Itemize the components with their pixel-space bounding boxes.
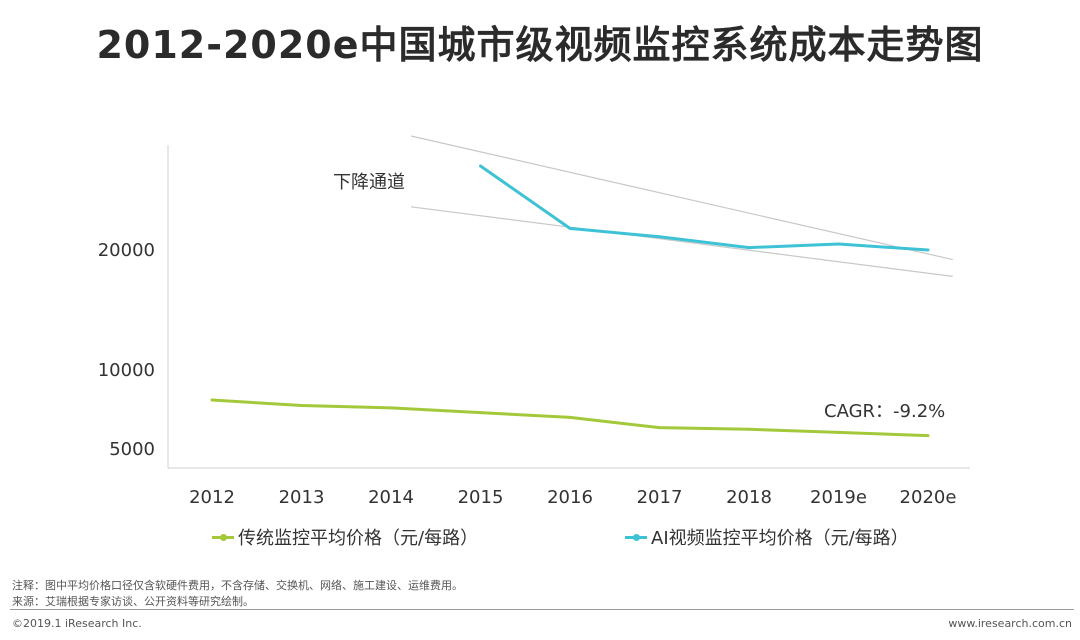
data-point-traditional [210, 398, 214, 402]
legend-marker-ai [625, 531, 647, 543]
series-line-ai [479, 164, 929, 252]
chart-axes [167, 145, 970, 469]
line-chart: 5000 10000 20000 2012 2013 2014 2015 2016 2017 20… [98, 135, 970, 508]
x-tick-label: 2018 [726, 487, 772, 508]
footer-website: www.iresearch.com.cn [948, 617, 1072, 630]
legend-label-traditional: 传统监控平均价格（元/每路） [238, 528, 479, 549]
x-tick-label: 2015 [458, 487, 504, 508]
data-point-traditional [479, 411, 482, 415]
data-point-ai [658, 235, 661, 239]
y-tick-label: 10000 [98, 360, 155, 381]
chart-labels: 5000 10000 20000 2012 2013 2014 2015 2016 2017 20… [98, 172, 957, 508]
chart-title: 2012-2020e中国城市级视频监控系统成本走势图 [96, 23, 984, 67]
chart-note: 注释：图中平均价格口径仅含软硬件费用，不含存储、交换机、网络、施工建设、运维费用… [12, 579, 463, 592]
data-point-traditional [568, 415, 572, 419]
data-point-ai [479, 164, 482, 168]
data-point-ai [747, 246, 751, 250]
data-point-traditional [747, 427, 751, 431]
legend-item-traditional: 传统监控平均价格（元/每路） [212, 524, 478, 550]
y-tick-label: 20000 [98, 240, 155, 261]
cagr-annotation: CAGR：-9.2% [824, 401, 945, 422]
channel-annotation: 下降通道 [333, 172, 405, 193]
x-tick-label: 2019e [810, 487, 867, 508]
data-point-ai [568, 226, 572, 230]
x-tick-label: 2012 [189, 487, 235, 508]
legend-item-ai: AI视频监控平均价格（元/每路） [625, 524, 909, 550]
footer-copyright: ©2019.1 iResearch Inc. [12, 617, 142, 630]
data-point-ai [837, 242, 840, 246]
x-tick-label: 2016 [547, 487, 593, 508]
chart-series [210, 164, 930, 438]
trend-channel-lines [410, 135, 953, 277]
trend-line [410, 135, 953, 261]
data-point-traditional [300, 404, 303, 408]
y-tick-label: 5000 [109, 439, 155, 460]
data-point-traditional [389, 406, 393, 410]
trend-line [410, 206, 953, 277]
data-point-traditional [837, 430, 840, 434]
data-point-traditional [658, 426, 661, 430]
footer-divider [10, 609, 1074, 610]
data-point-traditional [926, 434, 930, 438]
x-tick-label: 2020e [900, 487, 957, 508]
legend-label-ai: AI视频监控平均价格（元/每路） [651, 528, 909, 549]
chart-source: 来源：艾瑞根据专家访谈、公开资料等研究绘制。 [12, 595, 254, 608]
legend-marker-traditional [212, 531, 234, 543]
x-tick-label: 2013 [279, 487, 325, 508]
x-tick-label: 2017 [637, 487, 683, 508]
data-point-ai [926, 248, 930, 252]
x-tick-label: 2014 [368, 487, 414, 508]
